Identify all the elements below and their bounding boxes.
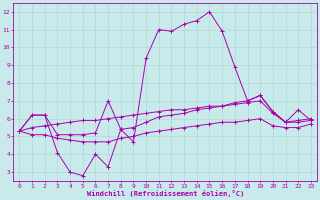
X-axis label: Windchill (Refroidissement éolien,°C): Windchill (Refroidissement éolien,°C) <box>86 190 244 197</box>
